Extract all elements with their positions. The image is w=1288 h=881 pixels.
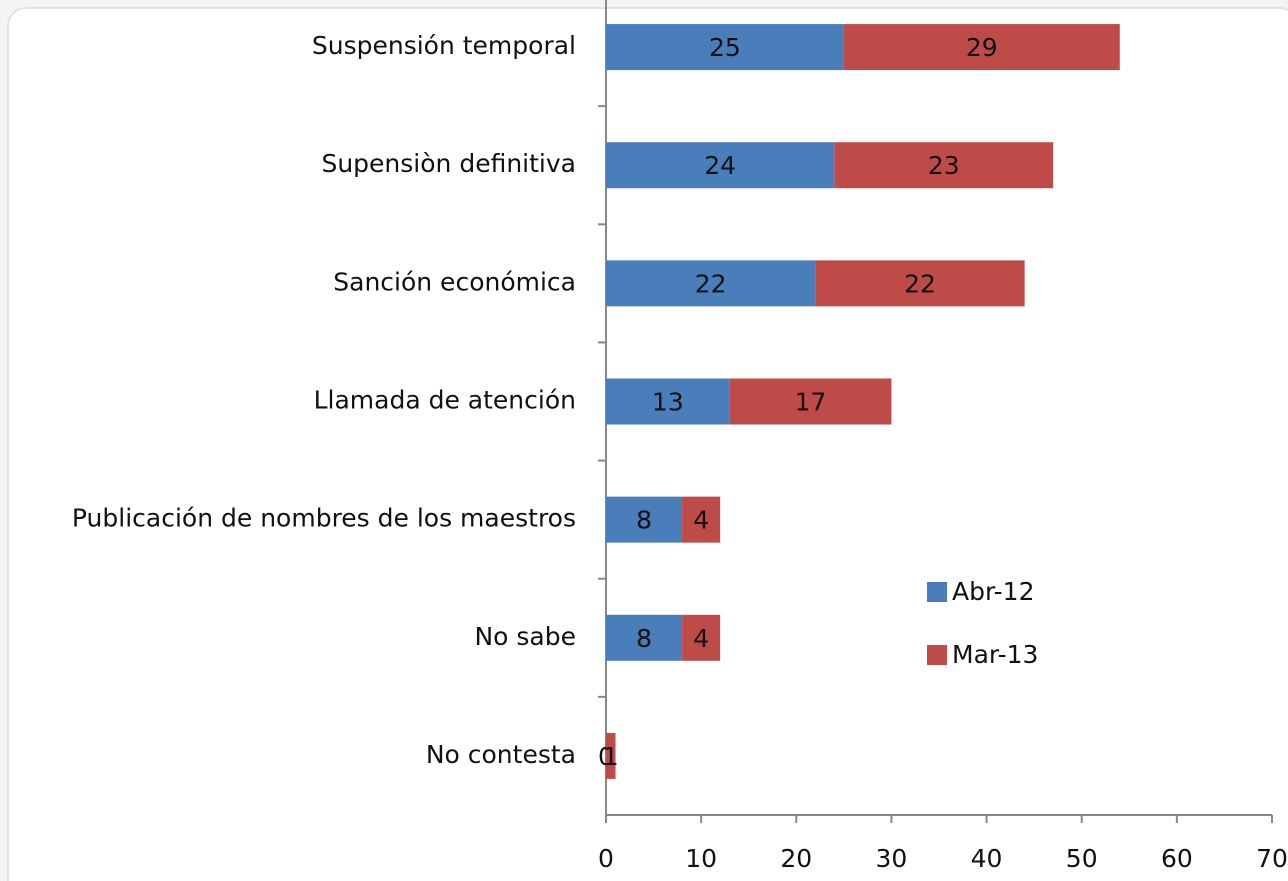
bar-segment xyxy=(606,24,844,71)
data-label: 25 xyxy=(709,33,741,62)
bar-segment xyxy=(815,260,1025,307)
x-tick-label: 70 xyxy=(1256,844,1288,873)
bar-segment xyxy=(606,614,683,661)
legend-label: Mar-13 xyxy=(952,640,1038,669)
bar-segment xyxy=(606,142,835,189)
bar-segment xyxy=(682,496,721,543)
x-tick-label: 60 xyxy=(1161,844,1193,873)
bar-segment xyxy=(729,378,892,425)
data-label: 13 xyxy=(652,388,684,417)
data-label: 23 xyxy=(928,151,960,180)
x-tick-label: 0 xyxy=(598,844,614,873)
data-label: 4 xyxy=(693,506,709,535)
legend-swatch xyxy=(927,582,947,602)
data-label: 22 xyxy=(695,269,727,298)
legend-swatch xyxy=(927,645,947,665)
x-tick-label: 50 xyxy=(1066,844,1098,873)
bar-segment xyxy=(606,732,616,779)
data-label: 22 xyxy=(904,269,936,298)
y-tick-label: Llamada de atención xyxy=(314,386,576,415)
bar-segment xyxy=(606,260,816,307)
bar-segment xyxy=(682,614,721,661)
data-label: 17 xyxy=(795,388,827,417)
y-tick-label: Publicación de nombres de los maestros xyxy=(72,504,576,533)
y-tick-label: Sanción económica xyxy=(333,267,576,296)
data-label: 24 xyxy=(704,151,736,180)
y-tick-label: Suspensión temporal xyxy=(312,31,576,60)
x-tick-label: 20 xyxy=(780,844,812,873)
data-label: 8 xyxy=(636,624,652,653)
x-tick-label: 40 xyxy=(971,844,1003,873)
bar-segment xyxy=(606,378,730,425)
x-tick-label: 30 xyxy=(876,844,908,873)
bar-segment xyxy=(606,496,683,543)
x-tick-label: 10 xyxy=(685,844,717,873)
bar-segment xyxy=(834,142,1054,189)
y-tick-label: No contesta xyxy=(426,740,576,769)
y-tick-label: Supensiòn definitiva xyxy=(321,149,576,178)
chart-background xyxy=(7,7,1288,881)
bar-segment xyxy=(843,24,1120,71)
data-label: 8 xyxy=(636,506,652,535)
y-tick-label: No sabe xyxy=(474,622,576,651)
legend-label: Abr-12 xyxy=(952,577,1034,606)
data-label: 1 xyxy=(603,742,619,771)
data-label: 29 xyxy=(966,33,998,62)
data-label: 4 xyxy=(693,624,709,653)
